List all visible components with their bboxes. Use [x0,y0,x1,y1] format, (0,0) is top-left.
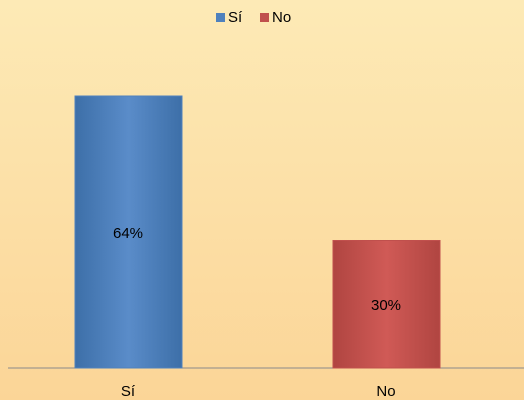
legend-label: Sí [228,9,243,26]
bar [74,95,183,369]
bar [332,240,441,369]
data-label: 30% [371,297,401,314]
x-tick-label: Sí [121,383,136,400]
legend-swatch [216,13,225,22]
data-label: 64% [113,225,143,242]
x-tick-label: No [376,383,395,400]
legend-label: No [272,9,291,26]
legend-swatch [260,13,269,22]
